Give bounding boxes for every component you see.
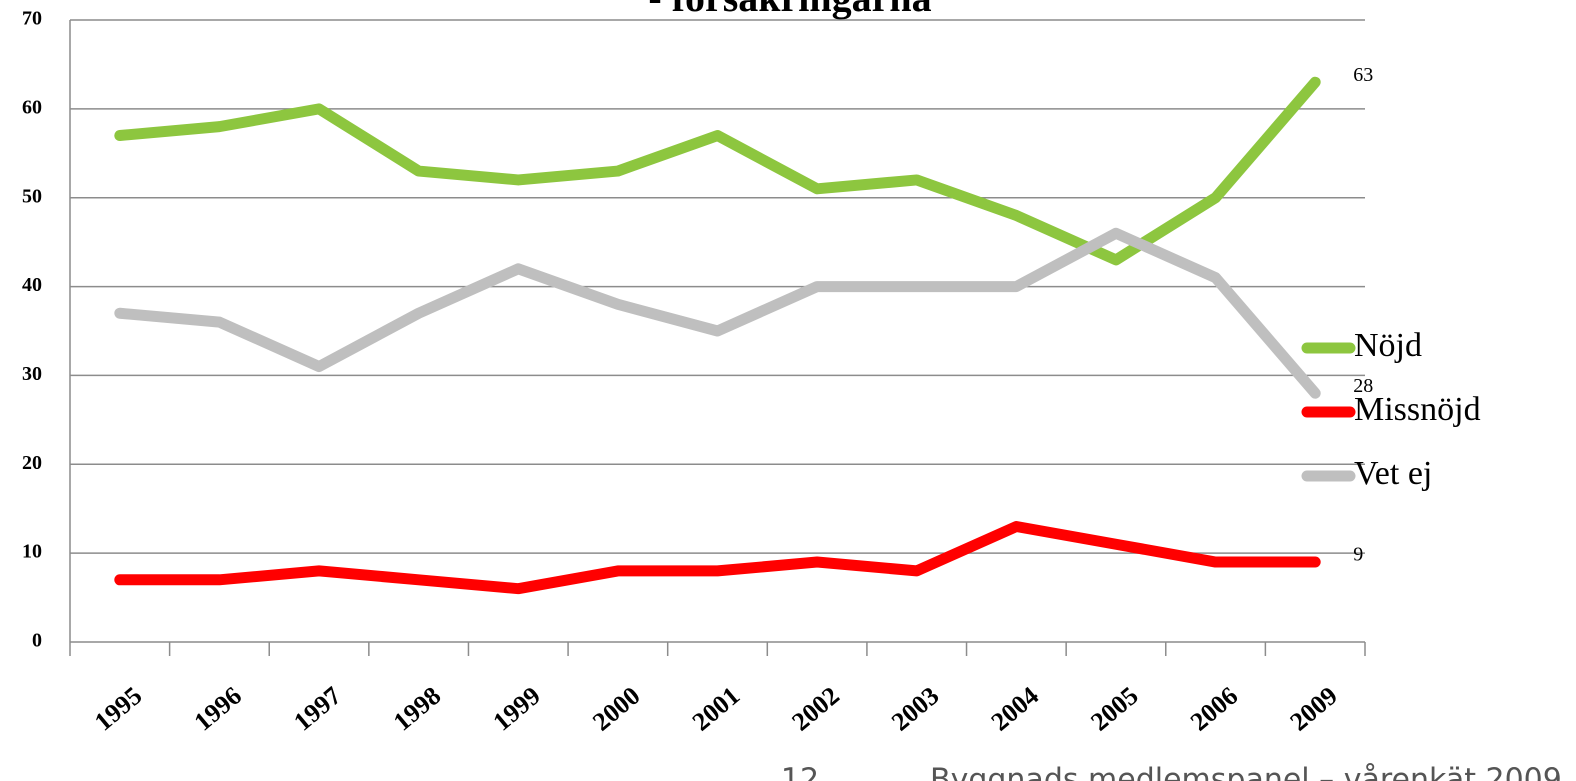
y-tick-label: 30 [22, 363, 42, 385]
series-line [114, 520, 1321, 595]
legend-label: Nöjd [1354, 327, 1422, 364]
legend-label: Missnöjd [1354, 391, 1481, 428]
data-label: 63 [1353, 64, 1373, 86]
x-tick-label: 1996 [189, 681, 247, 737]
chart-title: - försäkringarna [648, 0, 931, 20]
x-tick-label: 1998 [388, 681, 446, 737]
x-tick-label: 1995 [89, 681, 147, 737]
y-tick-label: 40 [22, 274, 42, 296]
x-tick-label: 2000 [587, 681, 645, 737]
series-line [114, 76, 1321, 266]
footer-page: 12 [781, 763, 819, 781]
footer-text: Byggnads medlemspanel – vårenkät 2009 [930, 763, 1562, 781]
legend-label: Vet ej [1354, 455, 1432, 492]
data-label: 9 [1353, 544, 1363, 566]
x-tick-label: 2006 [1185, 681, 1243, 737]
y-tick-label: 70 [22, 8, 42, 30]
x-tick-label: 2004 [986, 681, 1044, 737]
x-tick-label: 2003 [886, 681, 944, 737]
series-line [114, 227, 1321, 399]
x-tick-label: 1999 [487, 681, 545, 737]
y-tick-label: 0 [32, 630, 42, 652]
y-tick-label: 60 [22, 96, 42, 118]
y-tick-label: 50 [22, 185, 42, 207]
x-tick-label: 2009 [1284, 681, 1342, 737]
x-tick-label: 2001 [687, 681, 745, 737]
x-tick-label: 2005 [1085, 681, 1143, 737]
y-tick-label: 10 [22, 541, 42, 563]
data-label: 28 [1353, 375, 1373, 397]
x-tick-label: 2002 [786, 681, 844, 737]
y-tick-label: 20 [22, 452, 42, 474]
x-tick-label: 1997 [288, 681, 346, 737]
